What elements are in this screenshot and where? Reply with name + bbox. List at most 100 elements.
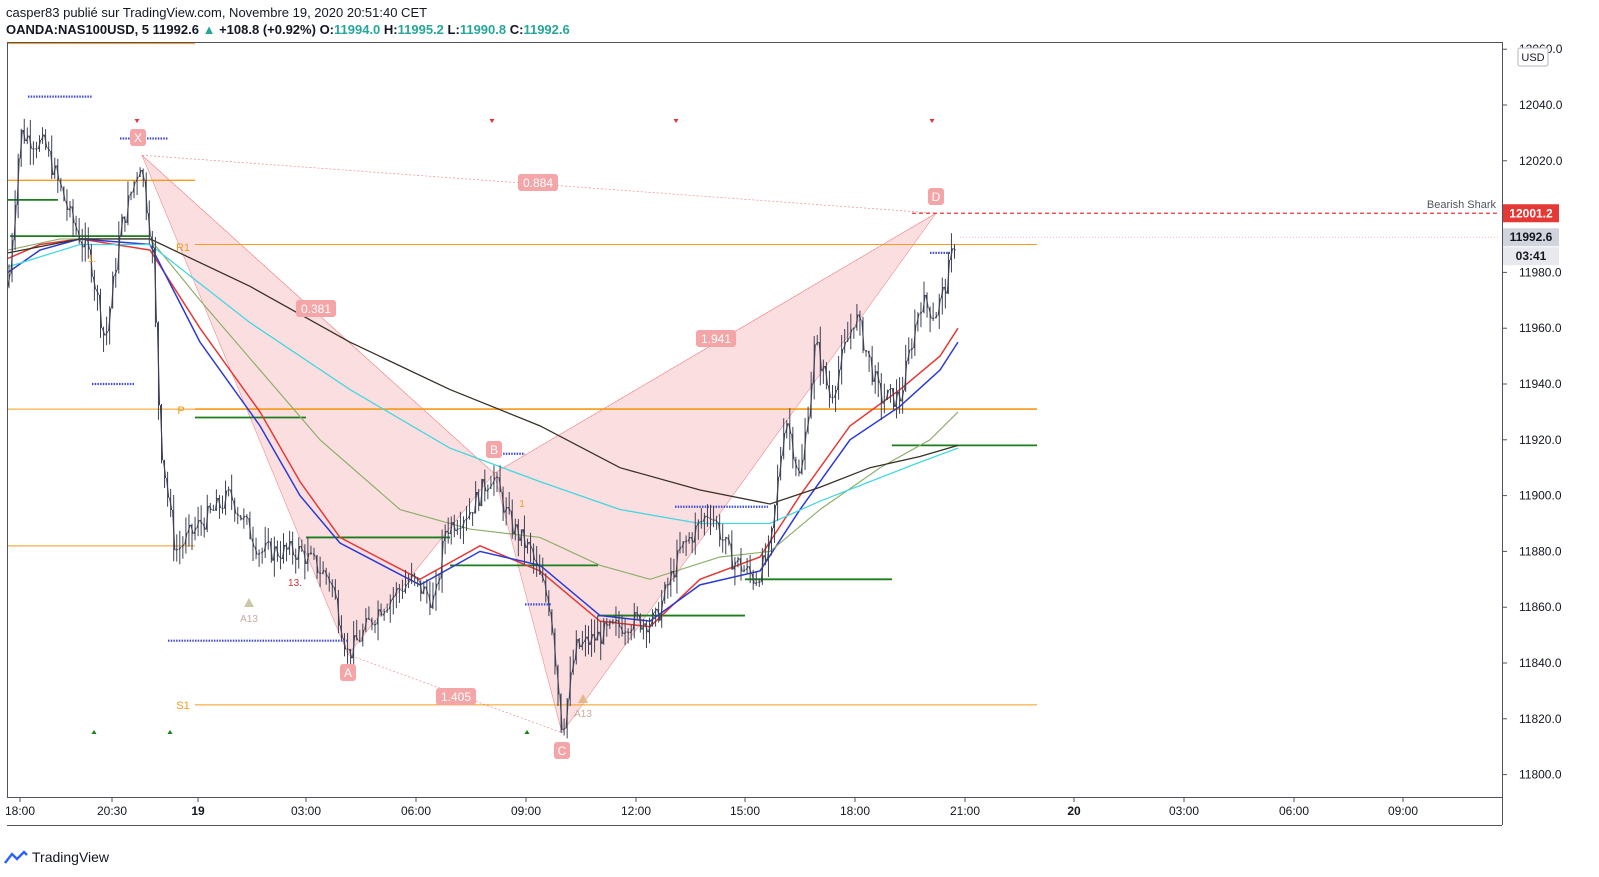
candle-body	[184, 532, 188, 545]
candle-body	[663, 584, 667, 601]
candle-body	[556, 666, 560, 695]
candle-body	[422, 586, 426, 594]
candle-body	[953, 247, 956, 251]
candle-body	[92, 276, 96, 290]
candle-body	[739, 558, 743, 572]
x-tick-label: 18:00	[840, 804, 870, 818]
candle-body	[403, 584, 408, 592]
candle-body	[782, 432, 786, 456]
high-value: 11995.2	[397, 22, 444, 37]
candle-body	[358, 639, 362, 642]
pivot-s1-label: S1	[176, 700, 189, 712]
candle-body	[483, 478, 487, 492]
x-tick-label: 20:30	[97, 804, 127, 818]
candle-body	[428, 594, 432, 608]
chart-header: casper83 publié sur TradingView.com, Nov…	[6, 4, 570, 38]
candle-body	[824, 365, 828, 386]
x-tick-label: 09:00	[511, 804, 541, 818]
y-tick-label: 11820.0	[1519, 712, 1562, 726]
candle-body	[13, 204, 17, 241]
candle-body	[111, 275, 115, 309]
y-tick-label: 11800.0	[1519, 768, 1562, 782]
candle-body	[376, 609, 380, 625]
candle-body	[763, 555, 767, 561]
candle-body	[208, 505, 212, 511]
candle-body	[922, 294, 926, 313]
candle-body	[669, 570, 673, 586]
green-signal-icon	[524, 730, 530, 734]
point-b-label: B	[490, 443, 498, 457]
point-x-label: X	[134, 131, 142, 145]
ratio-label: 0.884	[523, 176, 553, 190]
candle-body	[361, 629, 365, 642]
pattern-name-label: Bearish Shark	[1427, 199, 1497, 211]
candle-body	[641, 623, 645, 630]
candle-body	[291, 541, 295, 556]
candle-body	[638, 615, 642, 630]
candle-body	[230, 489, 234, 501]
candle-body	[943, 286, 947, 294]
candle-body	[858, 314, 862, 321]
x-tick-label: 09:00	[1388, 804, 1418, 818]
candle-body	[98, 294, 103, 329]
point-a-label-bg	[340, 664, 356, 681]
candle-body	[19, 130, 23, 159]
candle-body	[437, 578, 441, 585]
candle-body	[330, 582, 334, 588]
footer-brand[interactable]: TradingView	[4, 849, 109, 865]
candle-body	[245, 515, 249, 519]
candle-body	[891, 388, 896, 407]
target-price-tag: 12001.2	[1509, 206, 1553, 220]
candle-body	[324, 570, 328, 577]
candle-body	[553, 632, 557, 667]
candle-body	[550, 611, 554, 633]
candle-body	[318, 572, 322, 575]
candle-body	[650, 612, 655, 625]
high-label: H:	[383, 22, 398, 37]
candle-body	[260, 551, 264, 554]
candle-body	[718, 522, 722, 540]
candle-body	[867, 350, 871, 358]
candle-body	[227, 489, 230, 492]
candle-body	[62, 187, 66, 201]
candle-body	[724, 536, 728, 541]
candle-body	[303, 550, 307, 565]
candle-body	[105, 330, 109, 336]
candle-body	[925, 294, 929, 308]
candle-body	[885, 390, 889, 400]
candle-body	[465, 517, 468, 521]
candle-body	[37, 139, 42, 150]
point-d-label-bg	[928, 188, 944, 205]
ema-dark-line	[8, 238, 959, 505]
open-value: 11994.0	[334, 22, 381, 37]
red-signal-icon	[673, 119, 679, 123]
candle-body	[364, 618, 368, 630]
ratio-label: 0.381	[301, 302, 331, 316]
candle-body	[608, 620, 612, 626]
candle-body	[861, 320, 865, 351]
candle-body	[251, 538, 255, 547]
pivot-r1-label: R1	[176, 242, 190, 254]
candle-body	[894, 391, 899, 407]
candle-body	[394, 588, 398, 596]
candle-body	[452, 522, 456, 532]
candle-body	[538, 564, 542, 575]
candle-body	[190, 524, 194, 534]
candle-body	[672, 570, 676, 578]
candle-body	[217, 497, 222, 509]
close-value: 11992.6	[523, 22, 570, 37]
x-tick-label: 19	[191, 804, 205, 818]
point-c-label-bg	[554, 742, 570, 759]
candle-body	[455, 528, 459, 532]
candle-body	[818, 342, 822, 371]
candle-body	[172, 509, 176, 551]
candle-body	[806, 416, 810, 432]
ratio-label-bg	[518, 174, 558, 191]
candle-body	[153, 247, 157, 323]
candle-body	[101, 327, 106, 336]
x-tick-label: 21:00	[950, 804, 980, 818]
candle-body	[175, 548, 178, 551]
x-tick-label: 12:00	[621, 804, 651, 818]
x-tick-label: 06:00	[1279, 804, 1309, 818]
